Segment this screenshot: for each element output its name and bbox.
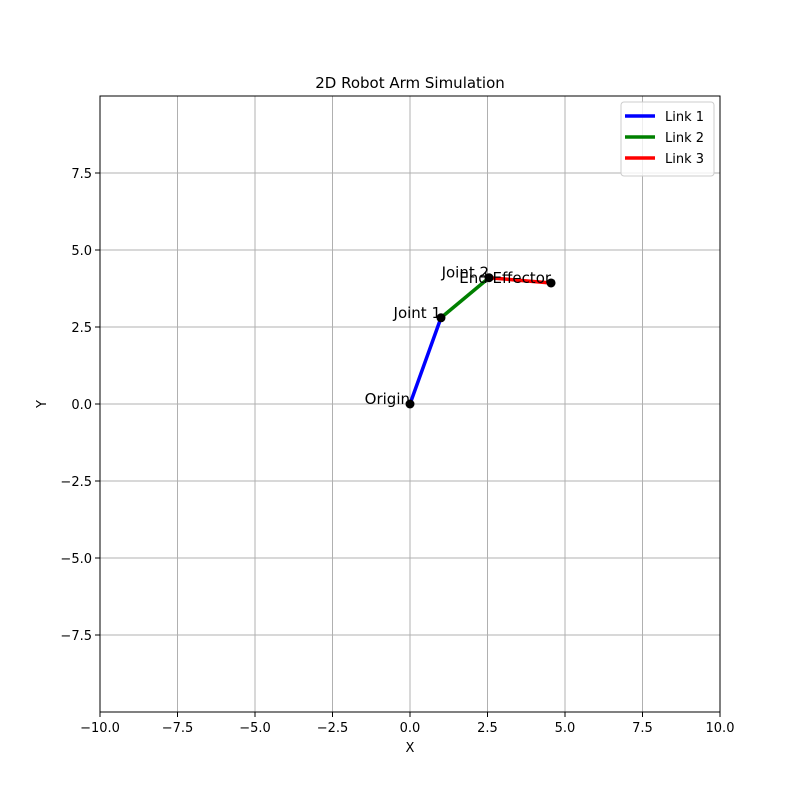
x-tick-label: 0.0 [400, 721, 421, 736]
series-lines [408, 275, 552, 405]
y-tick-label: 7.5 [71, 167, 92, 182]
joint-marker [436, 313, 446, 323]
x-tick-label: −10.0 [80, 721, 120, 736]
y-tick-label: −7.5 [60, 629, 92, 644]
y-axis-label: Y [35, 400, 50, 409]
legend-label: Link 3 [665, 152, 704, 167]
y-tick-label: −5.0 [60, 552, 92, 567]
legend: Link 1 Link 2 Link 3 [620, 101, 715, 177]
joint-marker [484, 273, 494, 283]
x-tick-label: −7.5 [162, 721, 194, 736]
joint-marker [405, 399, 415, 409]
x-tick-label: 10.0 [706, 721, 735, 736]
y-tick-label: −2.5 [60, 475, 92, 490]
joint-label: Joint 1 [393, 304, 441, 322]
axis-ticks: −10.0 −7.5 −5.0 −2.5 0.0 2.5 5.0 7.5 10.0 −7.5 −5.… [60, 167, 734, 736]
x-tick-label: 5.0 [555, 721, 576, 736]
x-tick-label: 7.5 [632, 721, 653, 736]
legend-label: Link 1 [665, 110, 704, 125]
x-tick-label: −5.0 [239, 721, 271, 736]
joint-label: End Effector [459, 269, 552, 287]
y-tick-label: 0.0 [71, 398, 92, 413]
joint-marker [546, 278, 556, 288]
legend-label: Link 2 [665, 131, 704, 146]
x-tick-label: 2.5 [477, 721, 498, 736]
joint-label: Joint 2 [441, 264, 489, 282]
chart-title: 2D Robot Arm Simulation [315, 74, 505, 92]
link-line-1 [408, 317, 443, 405]
joint-label: Origin [365, 390, 410, 408]
y-tick-label: 2.5 [71, 321, 92, 336]
link-line-2 [439, 276, 491, 320]
x-axis-label: X [406, 741, 415, 756]
link-line-3 [488, 275, 552, 285]
x-tick-label: −2.5 [317, 721, 349, 736]
y-tick-label: 5.0 [71, 244, 92, 259]
